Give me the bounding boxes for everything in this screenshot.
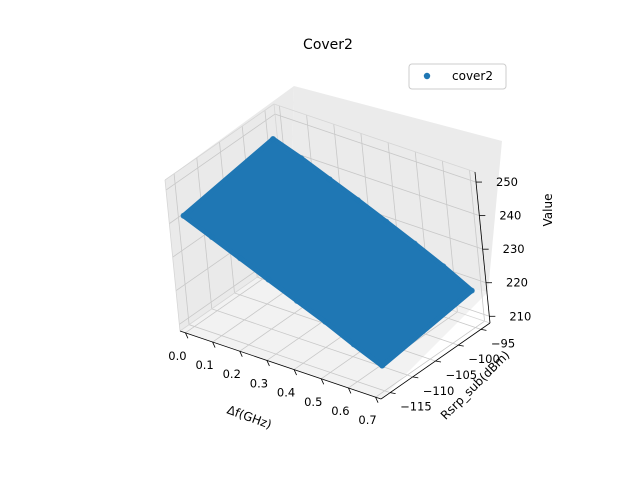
x-tick xyxy=(348,387,352,394)
cover2-point xyxy=(293,297,300,304)
x-tick-label: 0.2 xyxy=(223,367,241,381)
cover2-point xyxy=(326,176,333,183)
chart-title: Cover2 xyxy=(303,37,353,53)
x-tick-label: 0.1 xyxy=(195,358,213,372)
z-axis-label: Value xyxy=(541,194,555,227)
y-tick xyxy=(458,344,464,347)
x-axis-line xyxy=(179,330,382,400)
x-tick-label: 0.5 xyxy=(304,395,322,409)
y-tick xyxy=(390,392,396,395)
x-tick-label: 0.6 xyxy=(331,404,349,418)
y-tick xyxy=(435,360,442,363)
cover2-point xyxy=(237,255,244,262)
legend-marker-cover2 xyxy=(423,72,431,80)
y-tick-label: −110 xyxy=(423,384,455,398)
x-tick-label: 0.3 xyxy=(250,376,268,390)
x-tick xyxy=(320,378,325,385)
cover2-point xyxy=(383,218,390,225)
x-tick-label: 0.7 xyxy=(358,413,376,427)
y-tick xyxy=(412,376,419,379)
legend-frame xyxy=(408,63,507,90)
y-tick-label: −115 xyxy=(400,400,432,414)
z-tick-label: 240 xyxy=(499,209,521,223)
cover2-point xyxy=(208,234,215,241)
pane-edge xyxy=(164,179,181,332)
cover2-point xyxy=(180,212,187,219)
cover2-point xyxy=(468,287,475,294)
pane-edge xyxy=(164,103,275,181)
cover2-point xyxy=(350,341,357,348)
x-tick xyxy=(266,360,270,367)
cover2-point xyxy=(322,318,329,325)
cover2-point xyxy=(411,240,418,247)
cover2-point xyxy=(265,276,272,283)
axes xyxy=(179,171,496,403)
z-tick-label: 250 xyxy=(496,175,518,189)
cover2-point xyxy=(270,136,277,143)
cover2-point xyxy=(379,362,386,369)
z-axis-line xyxy=(474,171,491,324)
y-tick xyxy=(480,328,487,331)
tick-labels: 0.0 0.1 0.2 0.3 0.4 0.5 0.6 0.7 −115 −110 −105 −100… xyxy=(168,175,531,427)
cover2-point xyxy=(298,155,305,162)
cover2-point xyxy=(440,263,447,270)
y-tick-label: −100 xyxy=(468,352,500,366)
z-tick-label: 230 xyxy=(503,242,525,256)
data-series-cover2 xyxy=(180,136,475,369)
x-tick-label: 0.4 xyxy=(277,386,295,400)
pane-edge xyxy=(273,103,476,173)
x-tick xyxy=(375,396,379,403)
x-tick xyxy=(212,341,216,348)
legend: cover2 xyxy=(408,63,507,90)
z-tick-label: 210 xyxy=(509,309,531,323)
x-tick-label: 0.0 xyxy=(168,349,186,363)
x-tick xyxy=(293,369,297,376)
cover2-point xyxy=(354,197,361,204)
y-tick-label: −95 xyxy=(491,336,515,350)
z-tick-label: 220 xyxy=(506,276,528,290)
x-tick xyxy=(185,332,189,339)
legend-label-cover2: cover2 xyxy=(452,69,493,83)
y-tick-label: −105 xyxy=(446,368,478,382)
x-tick xyxy=(239,351,243,357)
